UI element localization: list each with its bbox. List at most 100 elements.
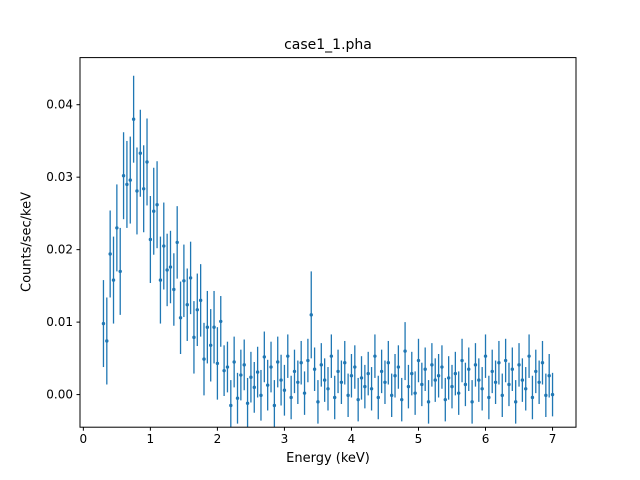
data-point-marker (185, 303, 189, 307)
data-point-marker (467, 367, 471, 371)
data-point-marker (252, 385, 256, 390)
data-point-marker (513, 400, 518, 404)
data-point-marker (118, 269, 122, 274)
data-point-marker (400, 397, 404, 402)
data-point-marker (125, 182, 129, 187)
data-point-marker (212, 325, 216, 329)
chart-title: case1_1.pha (284, 37, 372, 53)
data-point-marker (443, 397, 447, 402)
data-point-marker (493, 380, 498, 384)
data-point-marker (195, 308, 199, 312)
data-point-marker (440, 365, 444, 369)
data-point-marker (265, 383, 270, 387)
data-point-marker (232, 360, 236, 364)
data-point-marker (534, 369, 538, 374)
data-point-marker (527, 354, 531, 358)
data-point-marker (379, 369, 384, 374)
data-point-marker (349, 374, 354, 378)
data-point-marker (222, 368, 226, 373)
data-point-marker (403, 349, 407, 353)
data-point-marker (423, 367, 427, 371)
y-tick-label: 0.02 (46, 243, 73, 257)
data-point-marker (540, 361, 545, 365)
data-point-marker (547, 374, 551, 378)
data-point-marker (175, 240, 179, 245)
data-point-marker (453, 371, 458, 376)
data-point-marker (135, 189, 139, 193)
data-point-marker (346, 393, 350, 398)
data-point-marker (148, 237, 153, 242)
data-point-marker (537, 380, 541, 384)
data-point-marker (115, 226, 119, 230)
axes-frame (79, 57, 577, 428)
data-point-marker (483, 354, 488, 358)
data-point-marker (446, 376, 451, 380)
data-point-marker (376, 395, 380, 400)
data-point-marker (192, 335, 196, 340)
data-point-marker (229, 403, 233, 408)
data-point-marker (550, 392, 555, 397)
data-point-marker (262, 355, 267, 359)
data-point-marker (426, 400, 431, 404)
data-point-marker (272, 403, 277, 408)
data-point-marker (470, 400, 474, 404)
data-point-marker (413, 391, 417, 395)
data-point-marker (430, 363, 434, 367)
x-tick-label: 4 (348, 432, 356, 446)
data-point-marker (369, 387, 374, 391)
data-point-marker (329, 354, 334, 358)
data-point-marker (219, 319, 223, 324)
data-point-marker (255, 370, 260, 374)
data-point-marker (182, 279, 186, 283)
data-point-marker (373, 354, 377, 358)
data-point-marker (416, 358, 421, 363)
y-axis-ticks: 0.00 0.01 0.02 0.03 0.04 (46, 98, 80, 402)
data-point-marker (544, 393, 548, 398)
data-point-marker (202, 357, 206, 361)
x-tick-label: 1 (147, 432, 155, 446)
data-point-marker (289, 395, 293, 400)
data-point-marker (239, 373, 243, 377)
data-point-marker (359, 376, 364, 380)
data-point-marker (457, 391, 461, 395)
data-point-marker (389, 393, 394, 398)
data-point-marker (319, 363, 323, 367)
x-tick-label: 7 (549, 432, 557, 446)
data-point-marker (353, 365, 357, 369)
data-point-marker (245, 401, 250, 405)
y-tick-label: 0.00 (46, 388, 73, 402)
data-point-marker (490, 369, 494, 374)
data-point-marker (108, 252, 112, 256)
data-point-marker (276, 360, 280, 364)
data-point-marker (356, 397, 360, 402)
data-point-marker (306, 358, 310, 363)
data-point-marker (141, 187, 146, 191)
data-point-marker (309, 313, 313, 317)
data-point-marker (406, 384, 411, 389)
data-point-marker (249, 375, 253, 379)
data-point-marker (172, 287, 176, 292)
data-point-marker (269, 365, 273, 369)
data-point-marker (480, 387, 484, 391)
data-point-marker (510, 367, 515, 371)
x-tick-label: 5 (415, 432, 423, 446)
data-point-marker (363, 384, 367, 389)
data-point-marker (463, 382, 468, 387)
data-point-marker (343, 361, 347, 365)
data-point-marker (524, 387, 528, 391)
data-point-marker (500, 393, 504, 398)
data-point-marker (162, 244, 166, 248)
data-point-marker (282, 388, 287, 392)
data-point-marker (503, 358, 508, 363)
data-point-marker (225, 365, 230, 369)
data-point-marker (420, 382, 424, 387)
data-point-marker (145, 160, 149, 164)
data-point-marker (530, 395, 535, 400)
errorbar-series (101, 75, 555, 428)
data-point-marker (111, 278, 116, 282)
y-tick-label: 0.03 (46, 170, 73, 184)
data-point-marker (286, 354, 290, 358)
